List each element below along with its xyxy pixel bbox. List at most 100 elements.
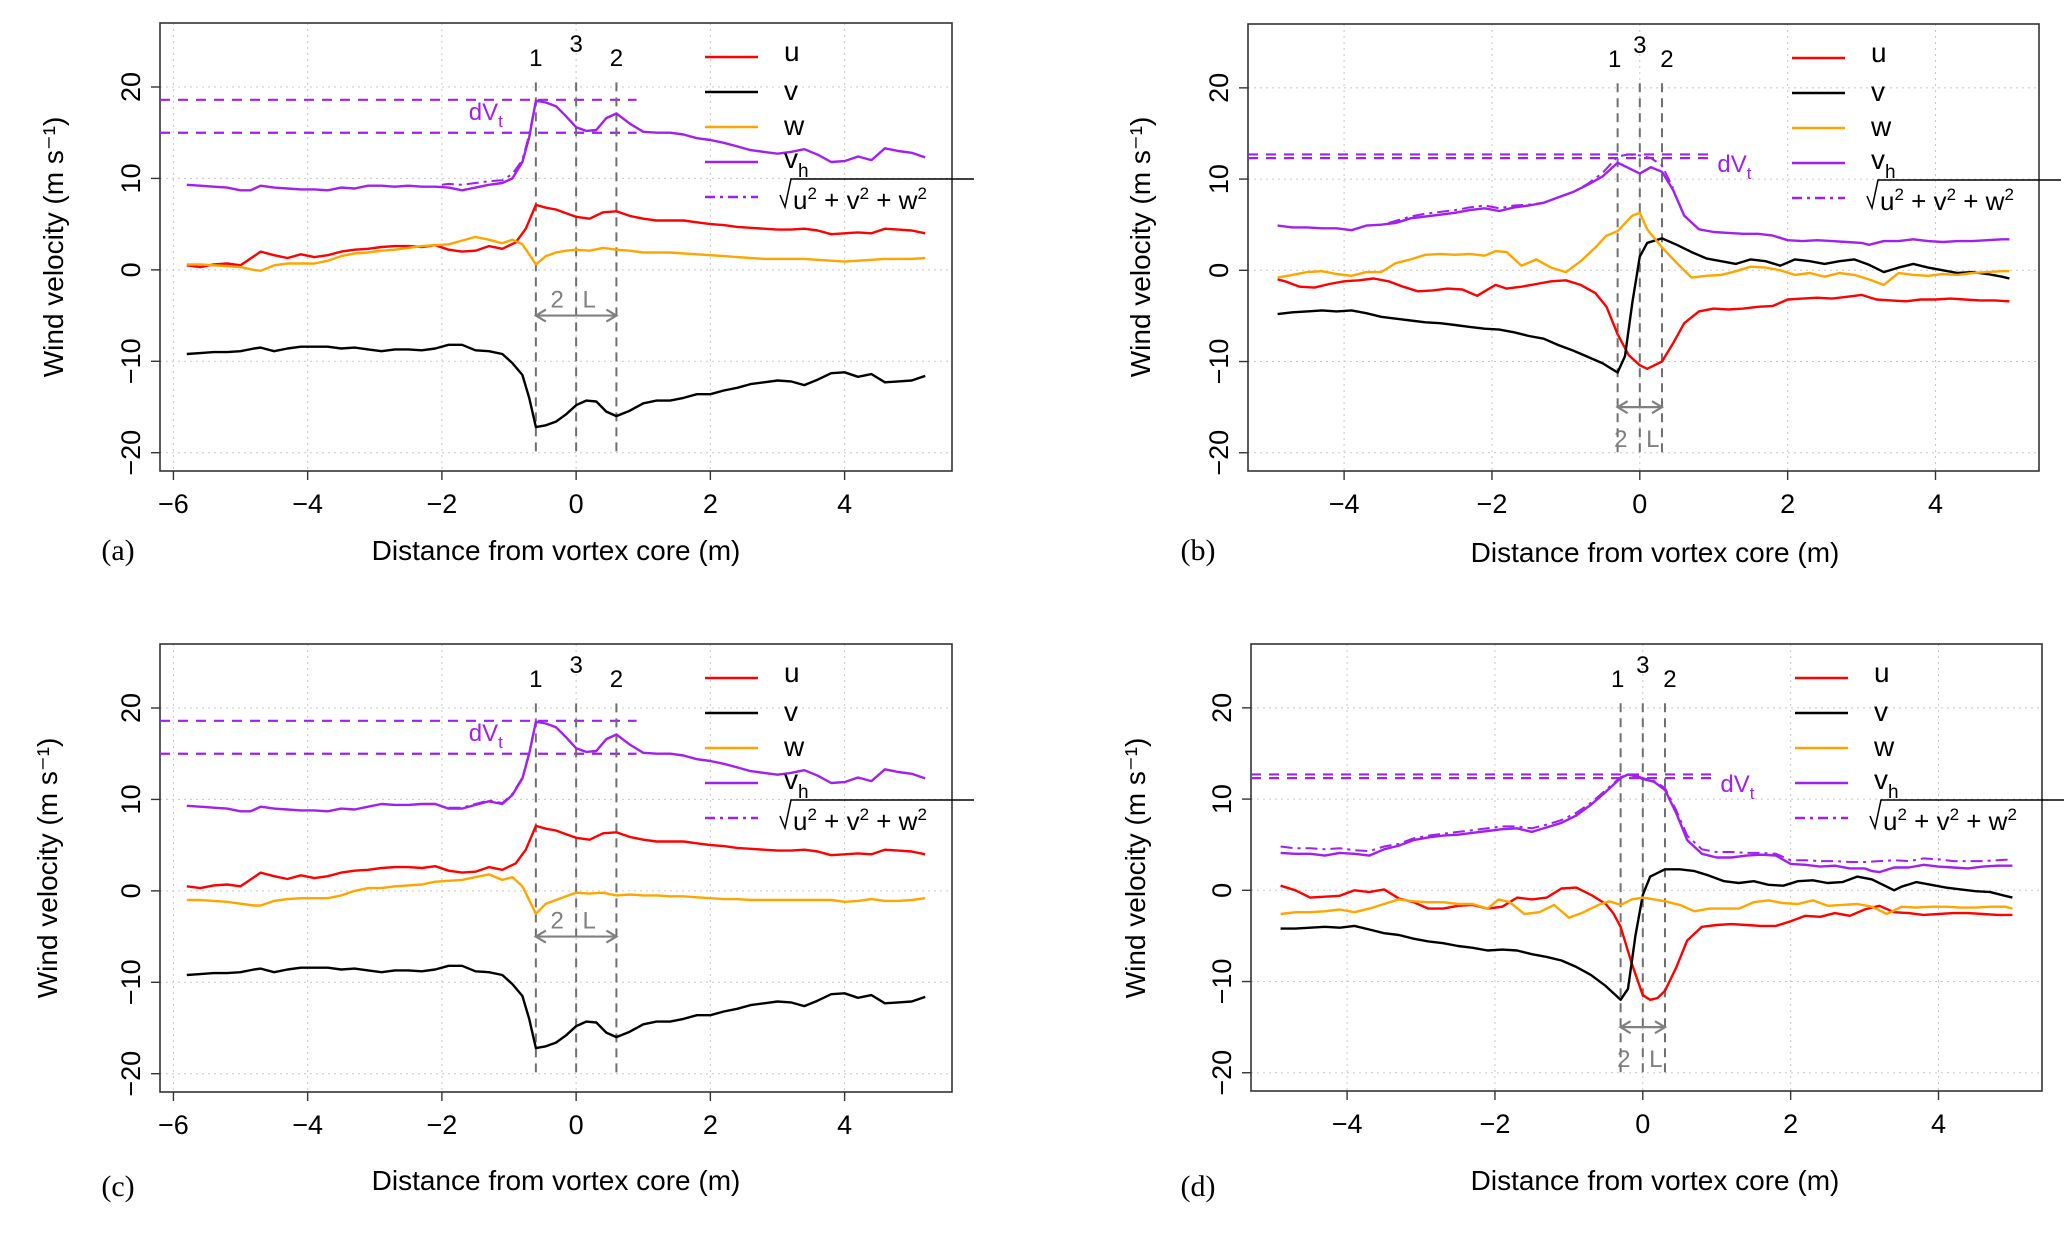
y-tick-label: −20 [116, 430, 146, 476]
y-tick-label: −20 [1204, 430, 1234, 476]
plot-area [160, 82, 926, 453]
marker-label: 3 [569, 31, 582, 58]
x-tick-label: −4 [292, 489, 323, 519]
series-line-v [186, 343, 926, 429]
series-line-sqrtu2v2w2 [1280, 773, 2013, 863]
grid [160, 23, 952, 471]
x-axis-label: Distance from vortex core (m) [372, 535, 741, 566]
series-line-v_h [186, 99, 926, 192]
y-tick-label: 0 [1204, 263, 1234, 278]
x-axis-label: Distance from vortex core (m) [1471, 537, 1840, 568]
x-tick-label: 4 [1928, 489, 1943, 519]
series-line-v_h [1277, 161, 2010, 247]
legend-label-magnitude: u2 + v2 + w2 [779, 178, 974, 215]
grid [160, 644, 952, 1092]
marker-label: 2 [1663, 666, 1676, 693]
y-tick-label: 10 [1207, 784, 1237, 814]
legend-label: vh [1871, 144, 1896, 183]
y-tick-label: 0 [116, 883, 146, 898]
series-line-sqrtu2v2w2 [1388, 153, 1674, 224]
legend-label-magnitude: u2 + v2 + w2 [1866, 179, 2061, 216]
plot-area [1248, 83, 2010, 453]
formula-text: u2 + v2 + w2 [1880, 185, 2014, 216]
series-line-v_h [1280, 773, 2013, 874]
legend-label: v [1874, 696, 1888, 727]
dvt-label: dVt [1720, 771, 1754, 803]
sqrt-sign-icon [1869, 799, 2064, 831]
y-axis-label: Wind velocity (m s⁻¹) [1125, 117, 1156, 378]
plot-frame [159, 22, 953, 472]
dvt-label: dVt [469, 720, 503, 752]
marker-label: 1 [529, 666, 542, 693]
series-line-v [1280, 868, 2013, 1001]
x-tick-label: 4 [837, 489, 852, 519]
x-tick-label: 0 [569, 489, 584, 519]
legend-label: u [1871, 37, 1887, 68]
marker-label: 1 [1608, 46, 1621, 73]
x-tick-label: −6 [158, 489, 189, 519]
y-axis-label: Wind velocity (m s⁻¹) [32, 738, 63, 999]
marker-label: 3 [1633, 32, 1646, 59]
formula-text: u2 + v2 + w2 [793, 184, 927, 215]
y-tick-label: 10 [1204, 164, 1234, 194]
series-line-sqrtu2v2w2 [441, 100, 537, 186]
x-tick-label: −2 [1477, 489, 1508, 519]
series-line-u [1277, 277, 2010, 370]
y-tick-label: 20 [116, 72, 146, 102]
x-tick-label: −4 [292, 1110, 323, 1140]
legend-label: v [784, 696, 798, 727]
series-line-sqrtu2v2w2 [448, 721, 537, 809]
series-line-w [186, 873, 926, 915]
panel-label: (b) [1181, 534, 1216, 567]
two-l-label: 2 L [1614, 426, 1665, 453]
plot-area [1251, 703, 2013, 1073]
x-tick-label: −2 [1480, 1109, 1511, 1139]
marker-label: 1 [1611, 666, 1624, 693]
dvt-label: dVt [1717, 151, 1751, 183]
y-tick-label: 0 [116, 262, 146, 277]
y-tick-label: −10 [116, 959, 146, 1005]
y-tick-label: 20 [1207, 693, 1237, 723]
series-line-v [1277, 237, 2010, 374]
marker-label: 1 [529, 45, 542, 72]
series-line-w [1277, 211, 2010, 287]
y-tick-label: 20 [1204, 73, 1234, 103]
x-tick-label: 4 [837, 1110, 852, 1140]
y-tick-label: 0 [1207, 883, 1237, 898]
series-line-w [186, 235, 926, 272]
marker-label: 2 [1660, 46, 1673, 73]
sqrt-sign-icon [779, 178, 974, 210]
arrow-head-left-icon [1615, 400, 1629, 415]
y-tick-label: −20 [116, 1051, 146, 1097]
two-l-label: 2 L [550, 287, 601, 314]
legend-label: v [784, 75, 798, 106]
formula-text: u2 + v2 + w2 [793, 805, 927, 836]
arrow-head-right-icon [605, 929, 619, 944]
legend-label-magnitude: u2 + v2 + w2 [1869, 799, 2064, 836]
x-tick-label: 0 [569, 1110, 584, 1140]
grid [1251, 644, 2042, 1091]
x-tick-label: 0 [1632, 489, 1647, 519]
x-tick-label: 0 [1635, 1109, 1650, 1139]
y-tick-label: 10 [116, 784, 146, 814]
legend-label: u [784, 657, 800, 688]
legend-label: w [783, 110, 805, 141]
legend-label: w [1870, 111, 1892, 142]
two-l-label: 2 L [1617, 1046, 1668, 1073]
legend-label: vh [1874, 764, 1899, 803]
x-tick-label: 4 [1931, 1109, 1946, 1139]
panel-label: (a) [101, 534, 134, 567]
formula-text: u2 + v2 + w2 [1883, 805, 2017, 836]
legend-label: vh [784, 143, 809, 182]
x-tick-label: −2 [426, 489, 457, 519]
arrow-head-left-icon [1618, 1020, 1632, 1035]
sqrt-sign-icon [1866, 179, 2061, 211]
panel-label: (d) [1181, 1170, 1216, 1203]
x-axis-label: Distance from vortex core (m) [372, 1165, 741, 1196]
